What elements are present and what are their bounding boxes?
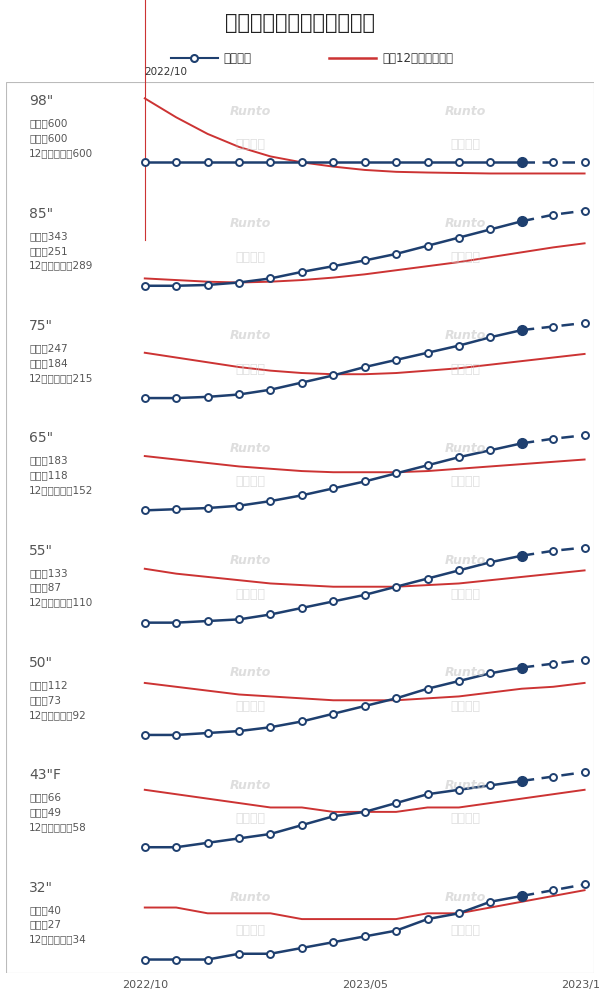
Text: Runto: Runto — [445, 218, 486, 231]
Text: 洛图科技: 洛图科技 — [451, 250, 481, 263]
Text: 洛图科技: 洛图科技 — [451, 475, 481, 488]
Text: 55": 55" — [29, 544, 53, 558]
Text: 连续12个月价格均线: 连续12个月价格均线 — [382, 52, 454, 65]
Text: 洛图科技: 洛图科技 — [235, 924, 265, 937]
Text: 32": 32" — [29, 880, 53, 894]
Text: 2023/12: 2023/12 — [562, 980, 600, 990]
Text: Runto: Runto — [229, 329, 271, 342]
Text: 液晶电视面板价格波动曲线: 液晶电视面板价格波动曲线 — [225, 13, 375, 33]
Text: 洛图科技: 洛图科技 — [451, 700, 481, 713]
Text: 洛图科技: 洛图科技 — [451, 588, 481, 601]
Text: 最高：66
最低：49
12个月平均：58: 最高：66 最低：49 12个月平均：58 — [29, 792, 87, 832]
Text: 最高：112
最低：73
12个月平均：92: 最高：112 最低：73 12个月平均：92 — [29, 680, 87, 720]
Text: 65": 65" — [29, 431, 53, 445]
Text: Runto: Runto — [445, 329, 486, 342]
Text: 洛图科技: 洛图科技 — [235, 700, 265, 713]
Text: 洛图科技: 洛图科技 — [235, 139, 265, 152]
Text: Runto: Runto — [229, 667, 271, 680]
Text: 最高：40
最低：27
12个月平均：34: 最高：40 最低：27 12个月平均：34 — [29, 905, 87, 944]
Text: 75": 75" — [29, 319, 53, 333]
Text: 洛图科技: 洛图科技 — [235, 363, 265, 376]
Text: 2023/05: 2023/05 — [341, 980, 388, 990]
Text: 最高：133
最低：87
12个月平均：110: 最高：133 最低：87 12个月平均：110 — [29, 568, 94, 608]
Text: Runto: Runto — [229, 105, 271, 118]
Text: Runto: Runto — [445, 778, 486, 791]
Text: 最高：343
最低：251
12个月平均：289: 最高：343 最低：251 12个月平均：289 — [29, 231, 94, 270]
Text: Runto: Runto — [229, 218, 271, 231]
Text: 洛图科技: 洛图科技 — [451, 924, 481, 937]
Text: Runto: Runto — [229, 778, 271, 791]
Text: 2022/10: 2022/10 — [122, 980, 168, 990]
Text: 洛图科技: 洛图科技 — [235, 588, 265, 601]
Text: 43"F: 43"F — [29, 768, 61, 782]
Text: 洛图科技: 洛图科技 — [451, 139, 481, 152]
Text: 当月价格: 当月价格 — [224, 52, 251, 65]
Text: 2022/10: 2022/10 — [145, 67, 188, 77]
Text: 洛图科技: 洛图科技 — [451, 363, 481, 376]
Text: Runto: Runto — [445, 105, 486, 118]
Text: 最高：600
最低：600
12个月平均：600: 最高：600 最低：600 12个月平均：600 — [29, 119, 94, 159]
Text: 洛图科技: 洛图科技 — [451, 812, 481, 825]
Text: Runto: Runto — [445, 667, 486, 680]
Text: Runto: Runto — [445, 442, 486, 455]
Text: 最高：247
最低：184
12个月平均：215: 最高：247 最低：184 12个月平均：215 — [29, 343, 94, 383]
Text: 98": 98" — [29, 95, 53, 109]
Text: 最高：183
最低：118
12个月平均：152: 最高：183 最低：118 12个月平均：152 — [29, 455, 94, 495]
Text: Runto: Runto — [445, 554, 486, 567]
Text: 50": 50" — [29, 656, 53, 670]
Text: 洛图科技: 洛图科技 — [235, 812, 265, 825]
Text: 洛图科技: 洛图科技 — [235, 475, 265, 488]
Text: Runto: Runto — [229, 442, 271, 455]
Text: Runto: Runto — [445, 891, 486, 904]
Text: Runto: Runto — [229, 891, 271, 904]
Text: 85": 85" — [29, 207, 53, 221]
Text: Runto: Runto — [229, 554, 271, 567]
Text: 洛图科技: 洛图科技 — [235, 250, 265, 263]
